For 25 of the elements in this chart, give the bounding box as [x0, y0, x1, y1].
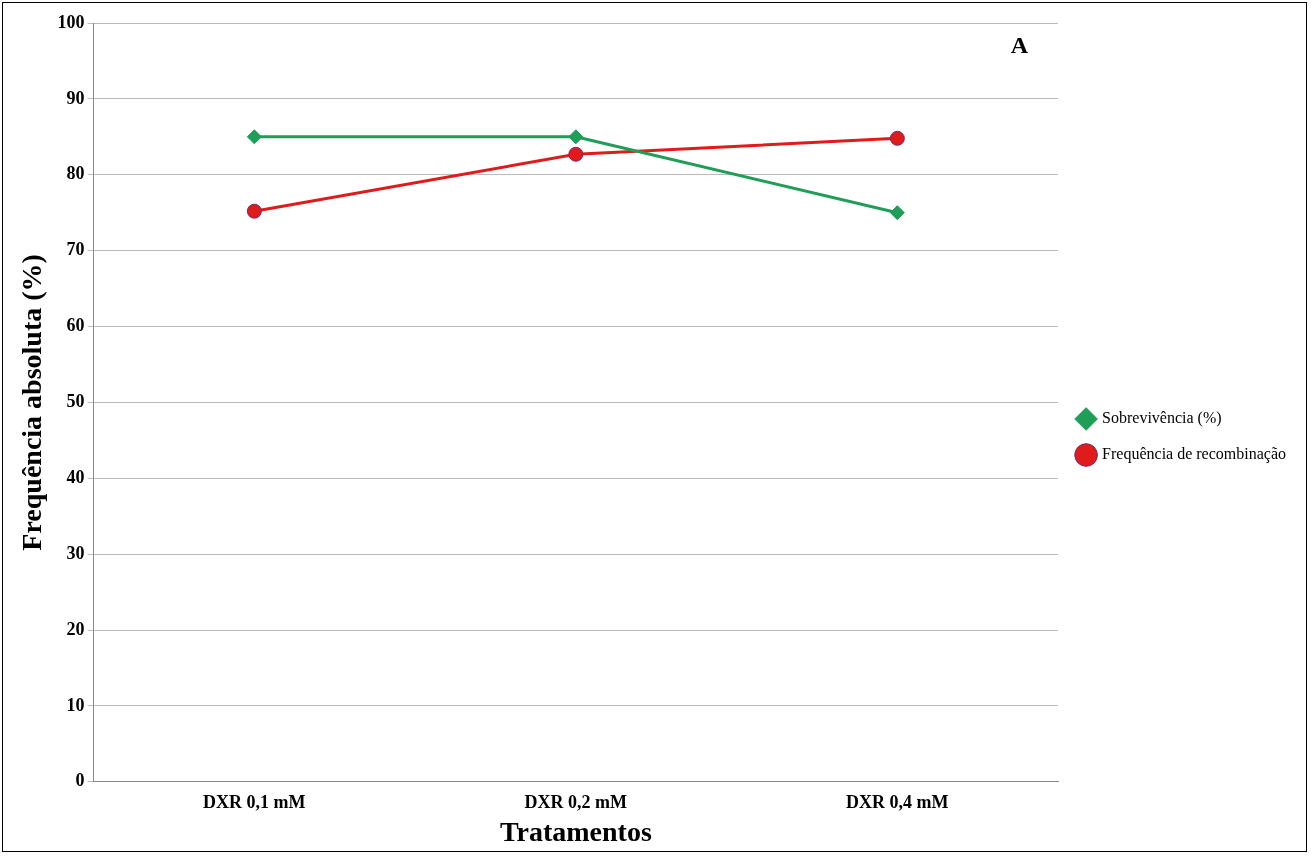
y-tick-label: 70 — [66, 239, 85, 260]
x-tick-label: DXR 0,1 mM — [203, 792, 306, 813]
y-tick-label: 10 — [66, 694, 85, 715]
y-tick-label: 60 — [66, 315, 85, 336]
y-axis-title: Frequência absoluta (%) — [16, 254, 48, 551]
y-tick-label: 90 — [66, 87, 85, 108]
y-tick-label: 40 — [66, 466, 85, 487]
y-tick-label: 50 — [66, 391, 85, 412]
y-tick-label: 0 — [75, 770, 85, 791]
x-axis-title: Tratamentos — [499, 816, 652, 848]
legend-label: Frequência de recombinação — [1102, 445, 1286, 464]
point — [889, 205, 905, 221]
point — [889, 130, 905, 146]
x-tick-label: DXR 0,4 mM — [846, 792, 949, 813]
point — [246, 203, 262, 219]
x-tick-label: DXR 0,2 mM — [524, 792, 628, 813]
y-tick-label: 80 — [66, 163, 85, 184]
y-tick-label: 20 — [66, 618, 85, 639]
point — [568, 129, 584, 145]
legend-label: Sobrevivência (%) — [1102, 409, 1222, 428]
annotation: A — [1010, 32, 1029, 59]
point — [246, 129, 262, 145]
y-tick-label: 100 — [57, 11, 85, 32]
y-tick-label: 30 — [66, 542, 85, 563]
point — [568, 146, 584, 162]
